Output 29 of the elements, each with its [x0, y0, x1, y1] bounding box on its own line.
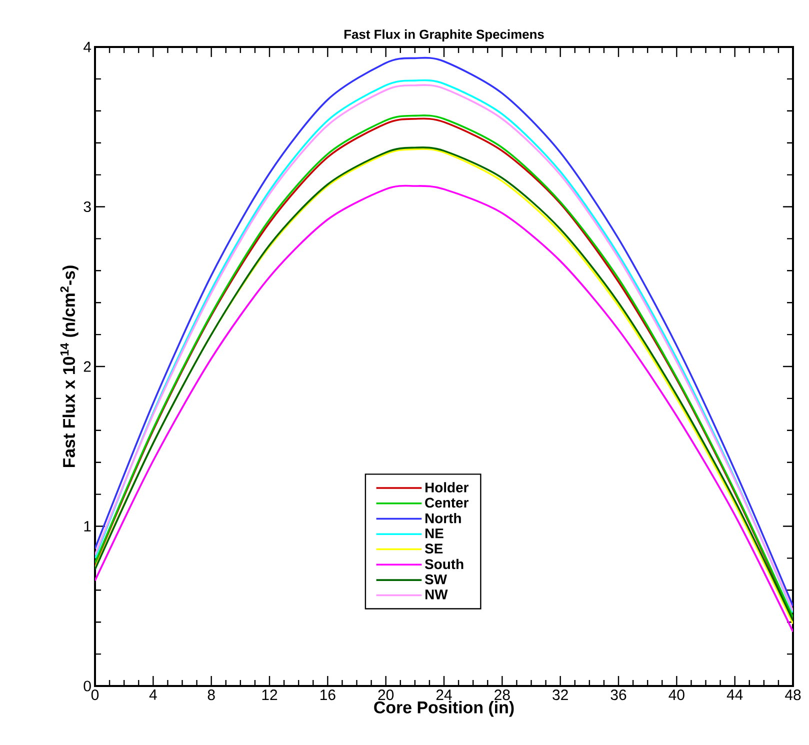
legend-label: North [425, 512, 461, 524]
legend-label: South [424, 558, 464, 570]
x-tick-label: 48 [785, 690, 801, 700]
legend-label: SE [424, 544, 443, 554]
x-tick-label: 28 [494, 690, 510, 700]
x-tick-label: 44 [726, 690, 743, 700]
x-tick-label: 0 [91, 690, 99, 700]
y-tick-label: 0 [84, 680, 91, 692]
legend-label: Holder [425, 482, 469, 492]
y-tick-label: 3 [84, 201, 91, 212]
x-tick-label: 36 [610, 690, 626, 700]
x-tick-label: 32 [552, 690, 568, 700]
x-tick-label: 16 [320, 690, 336, 700]
y-tick-label: 1 [84, 521, 91, 532]
y-tick-label: 2 [84, 361, 91, 372]
x-tick-label: 24 [436, 690, 452, 700]
x-axis-title: Core Position (in) [374, 700, 514, 717]
chart-title: Fast Flux in Graphite Specimens [344, 29, 544, 42]
legend-label: Center [425, 498, 469, 508]
x-tick-label: 8 [208, 690, 215, 700]
x-tick-label: 4 [149, 690, 157, 700]
legend-label: NE [425, 528, 444, 538]
x-tick-label: 12 [262, 690, 278, 700]
legend-label: NW [425, 590, 448, 600]
x-tick-label: 20 [378, 690, 394, 700]
y-axis-title: Fast Flux x 10$^{14}$ (n/cm$^{2}$-s) [60, 266, 78, 468]
legend-label: SW [424, 574, 448, 584]
x-tick-label: 40 [668, 690, 684, 700]
y-tick-label: 4 [84, 42, 92, 52]
